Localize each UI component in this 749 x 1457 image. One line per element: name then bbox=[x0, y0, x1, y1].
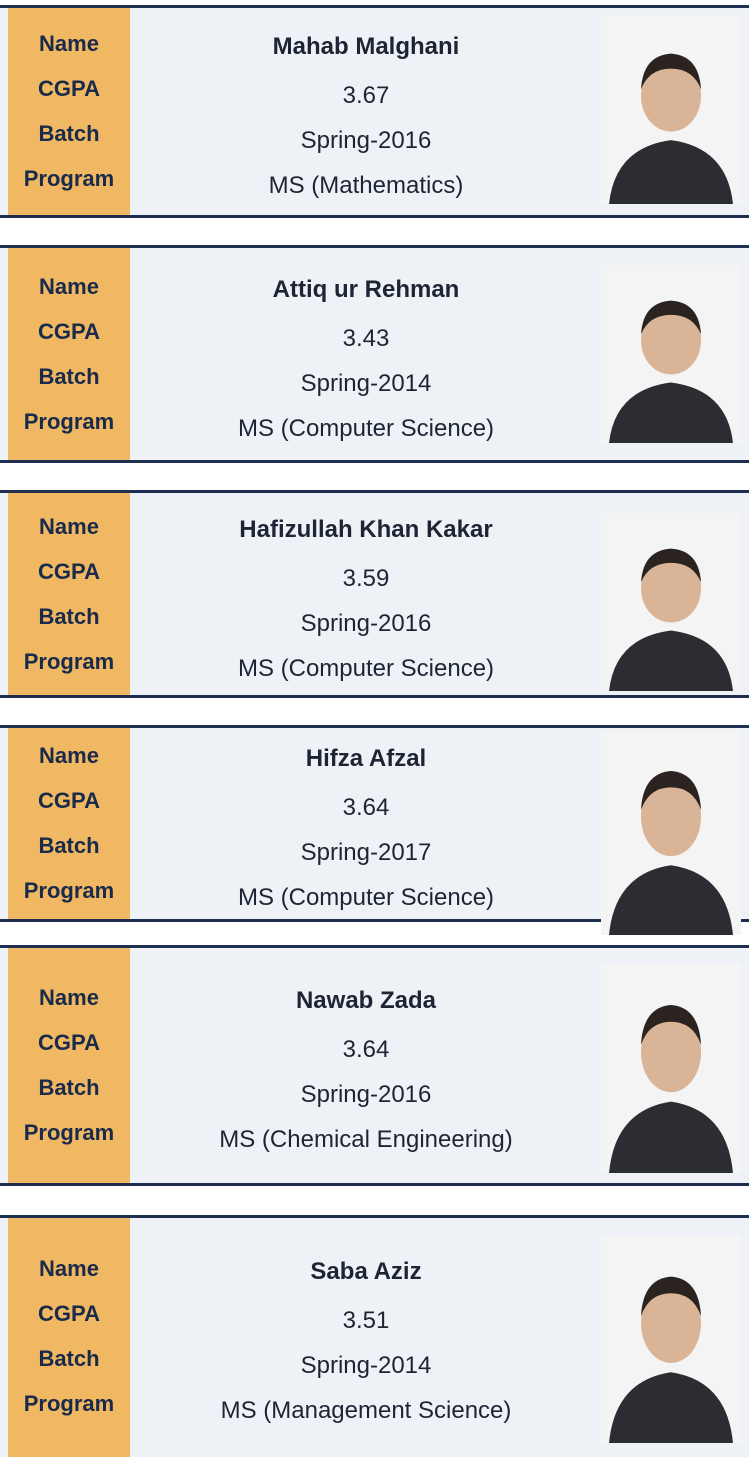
field-label: Batch bbox=[38, 833, 100, 858]
field-value: Spring-2017 bbox=[300, 839, 432, 866]
student-card: Name CGPA Batch Program Mahab Malghani 3.67 Sp… bbox=[0, 5, 749, 218]
field-label: Name bbox=[39, 985, 99, 1010]
photo-body bbox=[609, 865, 733, 935]
field-label: CGPA bbox=[38, 76, 100, 101]
field-value: MS (Mathematics) bbox=[268, 172, 464, 199]
photo-hair bbox=[641, 300, 701, 335]
field-value: Mahab Malghani bbox=[272, 33, 460, 60]
field-value: 3.51 bbox=[342, 1306, 390, 1334]
field-value: 3.43 bbox=[342, 324, 390, 352]
field-label: Program bbox=[23, 878, 115, 903]
photo bbox=[601, 1235, 741, 1443]
photo-face bbox=[641, 778, 701, 857]
photo bbox=[601, 730, 741, 935]
photo-face bbox=[641, 1283, 701, 1363]
field-value: Hifza Afzal bbox=[305, 745, 427, 772]
field-value: 3.59 bbox=[342, 564, 390, 592]
photo-body bbox=[609, 1101, 733, 1173]
photo bbox=[601, 963, 741, 1173]
field-value: Hafizullah Khan Kakar bbox=[239, 515, 493, 543]
photo-face bbox=[641, 306, 701, 375]
field-value: Spring-2016 bbox=[300, 127, 432, 154]
photo-hair bbox=[641, 53, 701, 90]
photo-hair bbox=[641, 1276, 701, 1317]
label-column: Name CGPA Batch Program bbox=[8, 1218, 130, 1457]
field-label: Program bbox=[23, 166, 115, 191]
photo-body bbox=[609, 1372, 733, 1443]
field-value: MS (Computer Science) bbox=[237, 884, 495, 911]
field-value: 3.67 bbox=[342, 82, 390, 109]
field-label: CGPA bbox=[38, 1300, 100, 1326]
field-label: CGPA bbox=[38, 318, 100, 344]
field-label: Batch bbox=[38, 603, 100, 629]
student-card: Name CGPA Batch Program Attiq ur Rehman 3.43 S… bbox=[0, 245, 749, 463]
field-value: MS (Computer Science) bbox=[237, 654, 495, 682]
field-value: Spring-2016 bbox=[300, 1081, 432, 1108]
field-label: Batch bbox=[38, 363, 100, 389]
photo-hair bbox=[641, 1005, 701, 1045]
field-value: Spring-2014 bbox=[300, 1351, 432, 1379]
photo-body bbox=[609, 140, 733, 204]
photo-hair bbox=[641, 771, 701, 810]
photo-body bbox=[609, 382, 733, 443]
photo bbox=[601, 16, 741, 204]
field-value: MS (Management Science) bbox=[220, 1396, 512, 1424]
field-value: Spring-2014 bbox=[300, 369, 432, 397]
field-label: Name bbox=[39, 273, 99, 299]
photo-face bbox=[641, 1012, 701, 1093]
field-label: Batch bbox=[38, 121, 100, 146]
student-card: Name CGPA Batch Program Nawab Zada 3.64 Spring… bbox=[0, 945, 749, 1186]
label-column: Name CGPA Batch Program bbox=[8, 948, 130, 1183]
photo-hair bbox=[641, 548, 701, 583]
field-value: 3.64 bbox=[342, 1036, 390, 1063]
photo-face bbox=[641, 60, 701, 132]
field-label: Name bbox=[39, 513, 99, 539]
label-column: Name CGPA Batch Program bbox=[8, 728, 130, 919]
student-card: Name CGPA Batch Program Saba Aziz 3.51 Spring-… bbox=[0, 1215, 749, 1457]
field-label: Program bbox=[23, 1390, 115, 1416]
photo bbox=[601, 265, 741, 443]
photo bbox=[601, 513, 741, 691]
field-label: CGPA bbox=[38, 558, 100, 584]
field-value: MS (Chemical Engineering) bbox=[219, 1126, 513, 1153]
field-label: Name bbox=[39, 743, 99, 768]
field-value: 3.64 bbox=[342, 794, 390, 821]
student-card: Name CGPA Batch Program Hafizullah Khan Kaka… bbox=[0, 490, 749, 698]
field-value: MS (Computer Science) bbox=[237, 414, 495, 442]
field-label: Program bbox=[23, 648, 115, 674]
field-label: Program bbox=[23, 1120, 115, 1145]
label-column: Name CGPA Batch Program bbox=[8, 8, 130, 215]
label-column: Name CGPA Batch Program bbox=[8, 248, 130, 460]
field-label: Batch bbox=[38, 1075, 100, 1100]
field-label: CGPA bbox=[38, 1030, 100, 1055]
field-label: Name bbox=[39, 1255, 99, 1281]
field-label: Name bbox=[39, 31, 99, 56]
field-value: Spring-2016 bbox=[300, 609, 432, 637]
field-value: Saba Aziz bbox=[310, 1257, 422, 1285]
field-label: Batch bbox=[38, 1345, 100, 1371]
field-label: Program bbox=[23, 408, 115, 434]
field-label: CGPA bbox=[38, 788, 100, 813]
field-value: Attiq ur Rehman bbox=[272, 275, 460, 303]
label-column: Name CGPA Batch Program bbox=[8, 493, 130, 695]
field-value: Nawab Zada bbox=[295, 987, 437, 1014]
photo-face bbox=[641, 554, 701, 623]
student-card: Name CGPA Batch Program Hifza Afzal 3.64 Sprin… bbox=[0, 725, 749, 935]
photo-body bbox=[609, 630, 733, 691]
